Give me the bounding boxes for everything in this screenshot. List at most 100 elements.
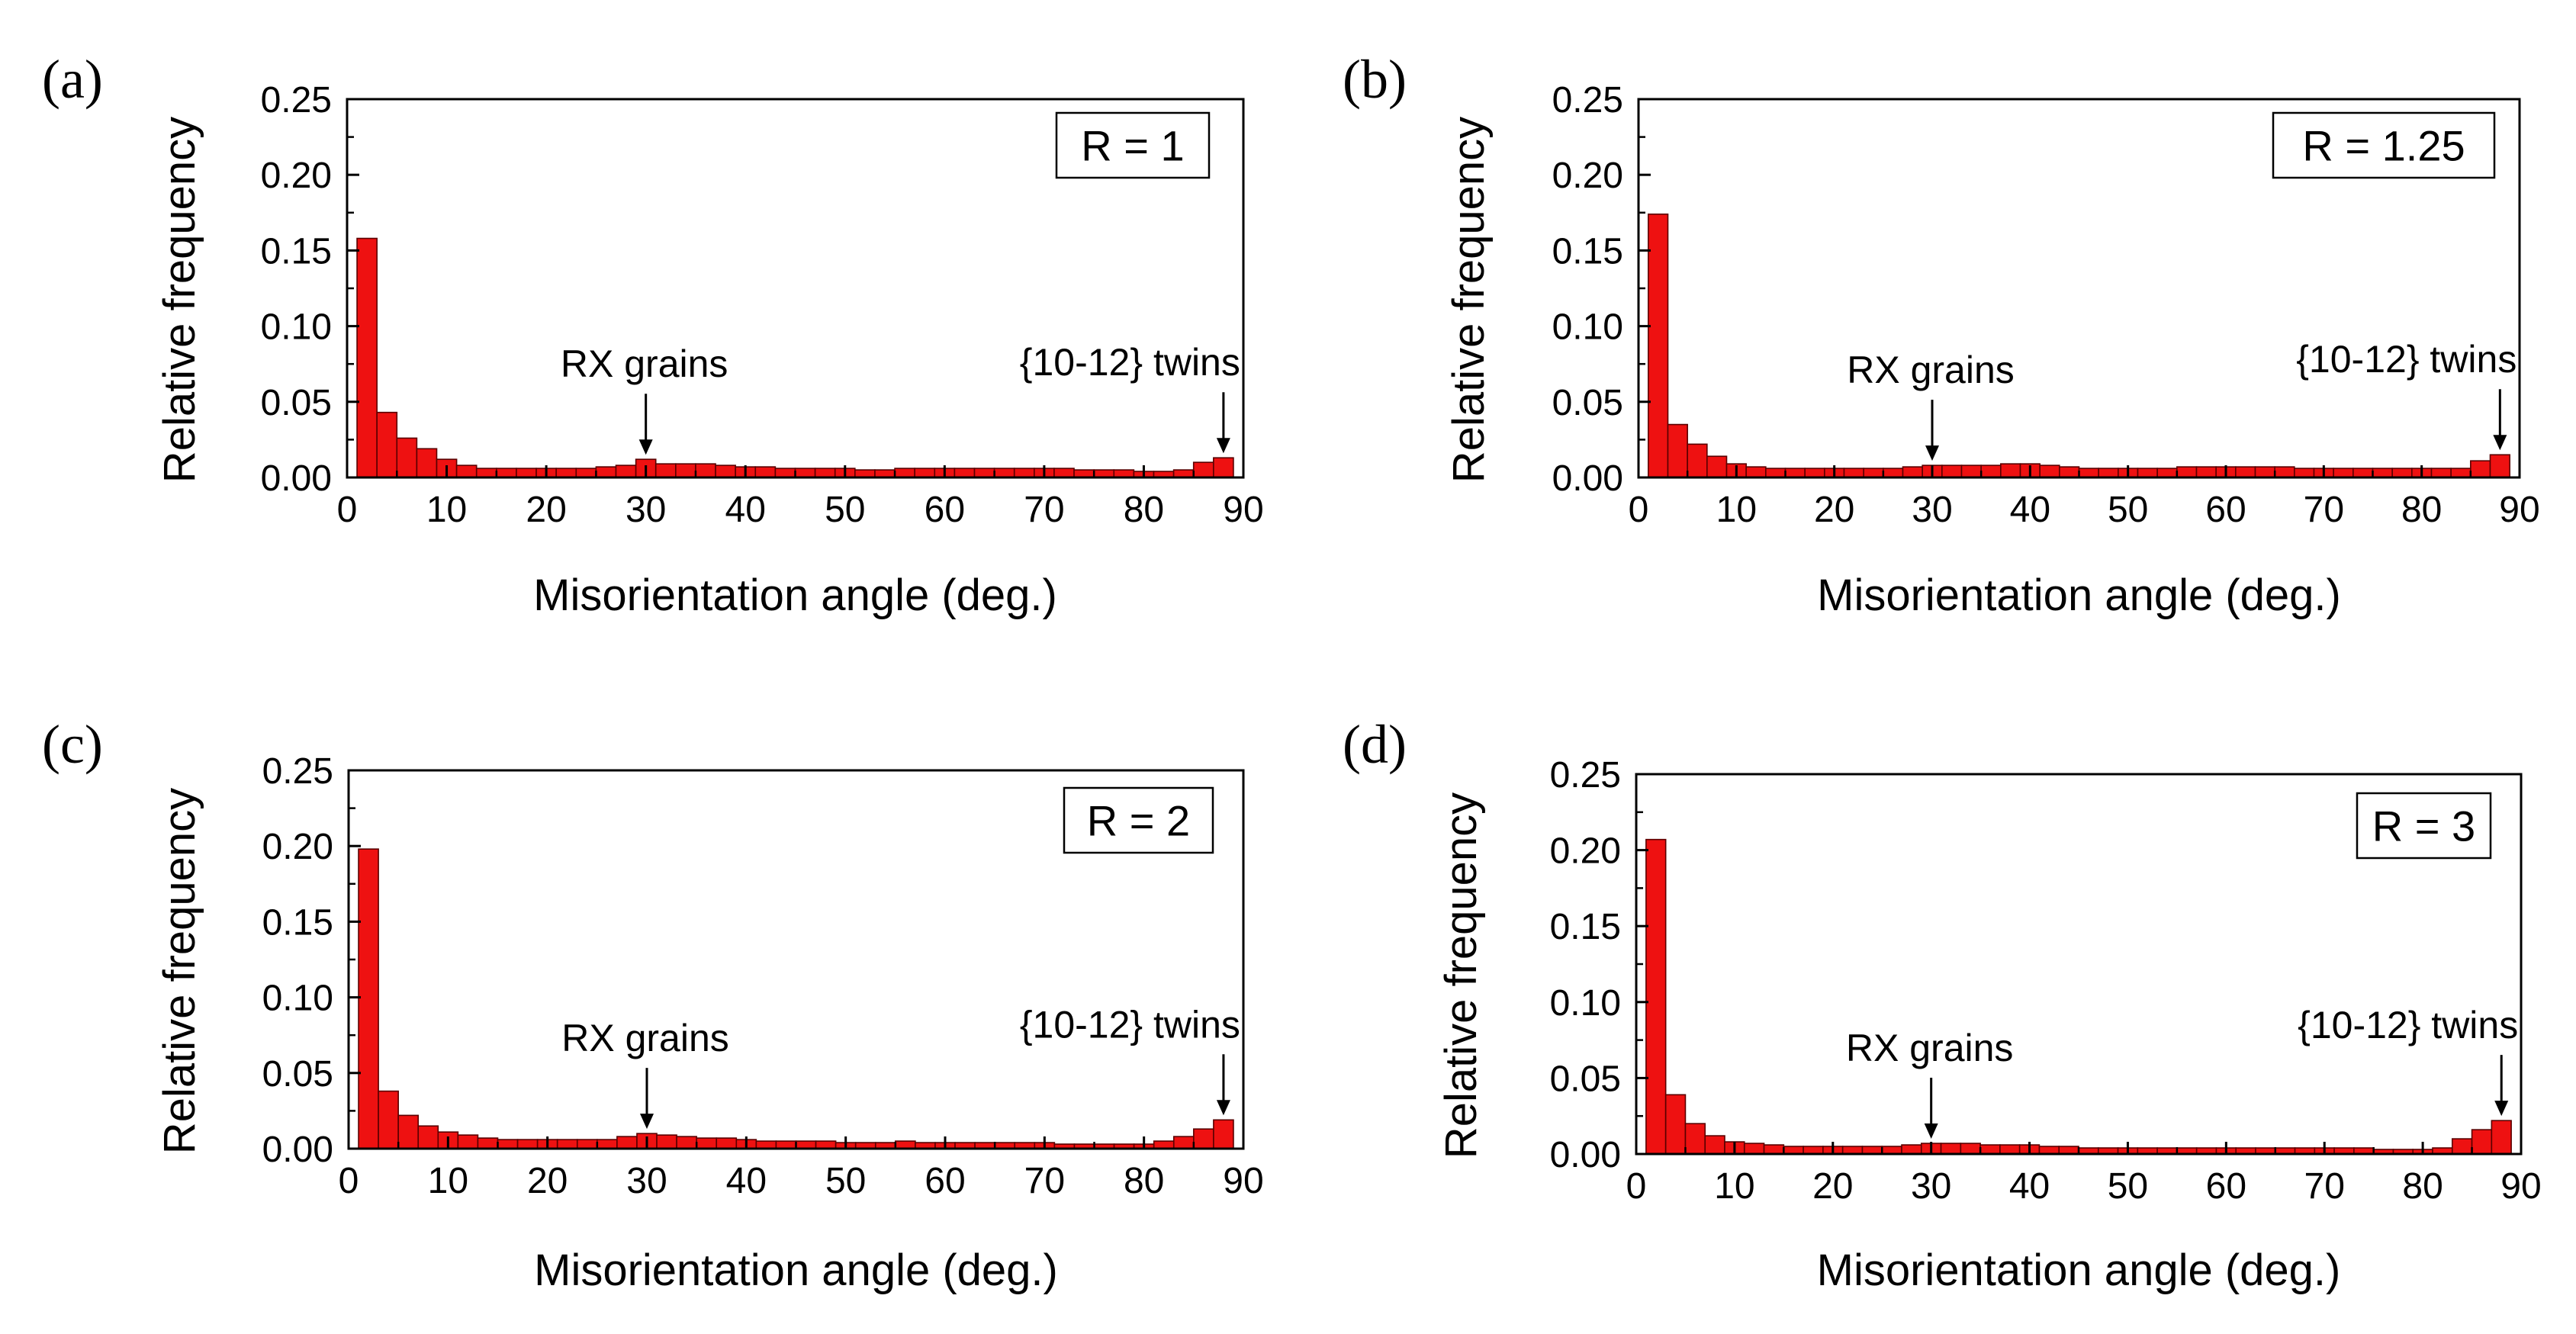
bar <box>477 1137 499 1149</box>
y-tick-label: 0.15 <box>1552 231 1623 272</box>
y-axis-title: Relative frequency <box>1444 117 1494 483</box>
bar <box>2098 468 2119 478</box>
bar <box>1980 464 2002 478</box>
x-tick-label: 60 <box>925 1161 965 1201</box>
bar <box>457 1134 479 1149</box>
bar <box>1645 838 1667 1155</box>
x-tick-label: 40 <box>726 1161 767 1201</box>
x-tick-label: 70 <box>1024 490 1064 530</box>
r-label: R = 1 <box>1081 122 1184 170</box>
y-tick-label: 0.15 <box>261 231 332 272</box>
y-tick-label: 0.25 <box>1552 80 1623 121</box>
bar <box>416 448 438 478</box>
x-tick-label: 60 <box>2206 1166 2246 1207</box>
y-axis-title: Relative frequency <box>155 117 204 483</box>
x-tick-label: 90 <box>1223 1161 1263 1201</box>
bar <box>516 1139 539 1149</box>
y-axis-title: Relative frequency <box>155 788 204 1154</box>
bar <box>656 1134 677 1149</box>
x-tick-label: 20 <box>526 490 566 530</box>
bar <box>2450 468 2471 478</box>
bar <box>1213 1119 1234 1149</box>
bar <box>894 468 915 478</box>
bar <box>2491 1120 2512 1155</box>
bar <box>1941 464 1963 478</box>
x-axis-title: Misorientation angle (deg.) <box>1817 1246 2341 1295</box>
annotation-arrow-head <box>2493 435 2507 451</box>
x-tick-label: 70 <box>2304 490 2344 530</box>
bar <box>2372 468 2393 478</box>
bar <box>555 468 577 478</box>
panel-letter: (a) <box>42 49 103 110</box>
annotation-arrow-head <box>2494 1101 2509 1117</box>
bar <box>2176 466 2198 478</box>
bar <box>696 1137 718 1149</box>
bar <box>754 466 777 478</box>
bar <box>774 468 796 478</box>
bar <box>1765 468 1786 478</box>
x-tick-label: 90 <box>2499 490 2539 530</box>
bar <box>1763 1144 1785 1155</box>
bar <box>2000 463 2021 478</box>
x-tick-label: 50 <box>825 1161 866 1201</box>
x-tick-label: 50 <box>2108 490 2148 530</box>
chart-panel-3: 0 10 20 30 40 50 60 70 80 90 0.00 0.05 0.10 0.15 0.20 0… <box>42 714 1264 1295</box>
rx-grains-annotation: RX grains <box>561 342 728 385</box>
bar <box>1804 468 1825 478</box>
twins-annotation: {10-12} twins <box>1020 1003 1240 1046</box>
x-tick-label: 50 <box>825 490 865 530</box>
bar <box>1784 468 1806 478</box>
y-tick-label: 0.00 <box>1550 1135 1621 1175</box>
annotation-arrow-head <box>640 1114 654 1130</box>
bar <box>2294 468 2315 478</box>
bar <box>455 464 478 478</box>
bar <box>2137 468 2158 478</box>
bar <box>794 468 816 478</box>
twins-annotation: {10-12} twins <box>2296 338 2517 381</box>
y-tick-label: 0.05 <box>261 383 332 423</box>
r-label: R = 3 <box>2372 802 2475 850</box>
x-tick-label: 40 <box>2009 1166 2050 1207</box>
bar <box>814 468 836 478</box>
bar <box>993 468 1015 478</box>
bar <box>597 1139 618 1149</box>
x-tick-label: 40 <box>2010 490 2050 530</box>
bar <box>2235 466 2256 478</box>
bar <box>1706 455 1728 478</box>
bar <box>556 1139 578 1149</box>
bar <box>676 1136 697 1149</box>
y-tick-label: 0.20 <box>261 156 332 196</box>
bar <box>2059 466 2080 478</box>
bar <box>1745 466 1767 478</box>
y-tick-label: 0.10 <box>262 979 333 1019</box>
bar <box>2333 468 2354 478</box>
bar <box>716 1137 738 1149</box>
bar <box>396 437 418 478</box>
bar <box>2352 468 2374 478</box>
bar <box>675 463 696 478</box>
bar <box>1902 466 1923 478</box>
panel-letter: (d) <box>1343 714 1407 775</box>
y-tick-label: 0.05 <box>1550 1059 1621 1099</box>
x-tick-label: 10 <box>428 1161 468 1201</box>
x-tick-label: 0 <box>1629 490 1649 530</box>
bar <box>1193 1128 1214 1149</box>
y-tick-label: 0.00 <box>262 1130 333 1170</box>
x-tick-label: 0 <box>339 1161 359 1201</box>
bar <box>397 1114 420 1149</box>
y-tick-label: 0.10 <box>1550 983 1621 1024</box>
x-tick-label: 80 <box>2402 1166 2443 1207</box>
bar <box>378 1090 399 1149</box>
bar <box>496 468 517 478</box>
annotation-arrow-head <box>1925 445 1939 461</box>
x-tick-label: 80 <box>1124 490 1164 530</box>
bar <box>2254 466 2275 478</box>
bar <box>2451 1138 2473 1155</box>
bar <box>973 468 995 478</box>
y-tick-label: 0.00 <box>1552 458 1623 499</box>
x-axis-title: Misorientation angle (deg.) <box>533 571 1057 620</box>
bar <box>715 464 736 478</box>
chart-panel-2: 0 10 20 30 40 50 60 70 80 90 0.00 0.05 0.10 0.15 0.20 0… <box>1343 49 2540 620</box>
bar <box>575 468 597 478</box>
y-tick-label: 0.00 <box>261 458 332 499</box>
